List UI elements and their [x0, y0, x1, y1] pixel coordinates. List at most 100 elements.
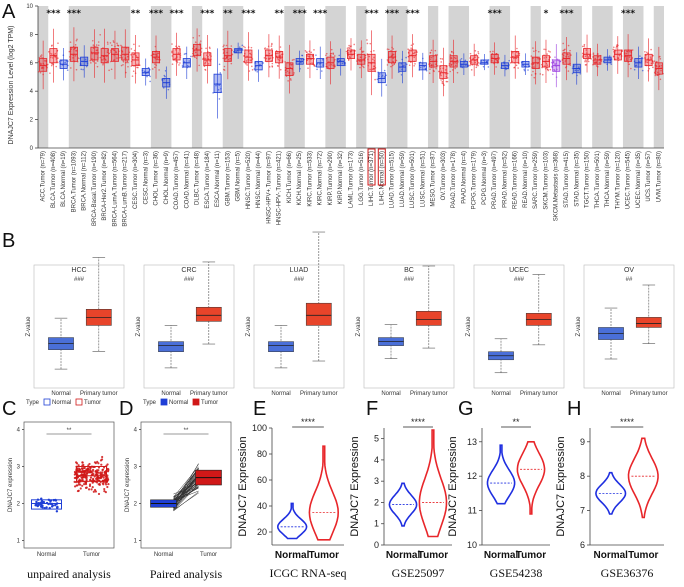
panel-caption: unpaired analysis — [27, 567, 111, 581]
panel-a-point — [583, 45, 586, 47]
panel-a-point — [359, 66, 361, 69]
panel-a-point — [265, 57, 268, 60]
panel-a-point — [633, 68, 636, 71]
panel-a-point — [126, 60, 129, 62]
panel-a-point — [277, 52, 279, 55]
panel-a-xtick-label: PCPG.Normal (n=3) — [482, 151, 488, 205]
panel-a-point — [413, 52, 415, 55]
panel-a-box — [121, 46, 130, 61]
panel-a-point — [232, 50, 235, 53]
panel-b-ylabel: Z-value — [26, 316, 32, 337]
panel-a-point — [90, 62, 92, 64]
panel-a-point — [338, 54, 341, 57]
panel-a-point — [613, 46, 615, 49]
panel-a-point — [268, 66, 271, 68]
panel-a-point — [215, 84, 217, 87]
panel-a-xtick-label: BRCA-LumA.Tumor (n=564) — [112, 151, 118, 227]
panel-a-xtick-label: PCPG.Tumor (n=179) — [472, 151, 478, 209]
panel-ytick-label: 4 — [134, 427, 138, 433]
panel-a-point — [183, 53, 186, 55]
panel-a-point — [477, 61, 480, 64]
panel-a-point — [57, 42, 59, 44]
panel-a-point — [105, 59, 107, 61]
panel-c-tumor-point — [83, 471, 86, 474]
panel-a-ytick-label: 0 — [30, 146, 34, 152]
violin-ytick-label: 4 — [374, 455, 379, 465]
panel-a-point — [204, 61, 207, 64]
panel-a-sig: *** — [67, 9, 81, 19]
panel-a-point — [176, 46, 179, 49]
panel-a-point — [41, 67, 44, 69]
panel-a-box — [244, 49, 253, 64]
panel-c-tumor-point — [78, 468, 82, 471]
panel-c-tumor-point — [97, 483, 100, 486]
panel-a-point — [388, 48, 390, 51]
panel-a-point — [341, 62, 344, 65]
panel-frame — [23, 421, 115, 549]
panel-a-point — [77, 57, 80, 59]
panel-a-point — [310, 51, 313, 54]
panel-c-normal-point — [40, 503, 43, 507]
panel-a-point — [474, 49, 477, 52]
panel-a-point — [628, 56, 631, 58]
panel-a-point — [154, 63, 156, 65]
panel-a-point — [454, 61, 457, 64]
panel-a-xtick-label: BLCA.Normal (n=19) — [61, 151, 67, 207]
violin-ytick-label: 40 — [257, 501, 267, 511]
panel-b-frame-ucec — [473, 264, 565, 389]
panel-a-point — [464, 59, 467, 62]
panel-a-xtick-label: READ.Normal (n=10) — [523, 151, 529, 208]
panel-a-point — [190, 55, 192, 58]
panel-a-point — [264, 47, 267, 49]
panel-b-title: LUAD — [290, 267, 309, 274]
panel-a-shade-luad — [386, 6, 408, 148]
panel-a-point — [143, 70, 146, 73]
panel-c-tumor-point — [99, 471, 102, 474]
panel-a-point — [577, 69, 579, 72]
panel-a-sig: *** — [241, 9, 255, 19]
panel-a-point — [515, 57, 518, 60]
panel-a-point — [437, 70, 440, 73]
panel-a-point — [332, 64, 334, 66]
panel-b-xtick: Normal — [271, 391, 290, 397]
panel-a-point — [477, 51, 479, 53]
panel-a-ytick-label: 10 — [26, 4, 33, 10]
legend-normal-label: Normal — [169, 400, 188, 406]
panel-a-point — [543, 48, 545, 51]
panel-c-tumor-point — [89, 479, 92, 482]
panel-a-point — [171, 51, 173, 54]
panel-a-point — [48, 50, 50, 53]
violin-ytick-label: 12 — [467, 471, 477, 481]
panel-a-point — [646, 61, 649, 64]
violin-xtick: Normal — [275, 550, 310, 561]
panel-a-point — [195, 47, 198, 50]
panel-a-point — [522, 64, 524, 67]
panel-a-box — [583, 48, 592, 59]
panel-a-point — [450, 57, 453, 59]
panel-a-point — [176, 61, 179, 64]
panel-a-point — [460, 65, 463, 67]
panel-a-point — [286, 70, 289, 73]
violin-ytick-label: 8 — [580, 471, 585, 481]
panel-a-point — [320, 70, 323, 72]
panel-a-point — [97, 41, 100, 43]
panel-a-point — [38, 56, 41, 59]
panel-a-xtick-label: READ.Tumor (n=166) — [513, 151, 519, 209]
panel-a-point — [513, 66, 515, 69]
panel-a-point — [171, 63, 174, 65]
panel-c-tumor-point — [106, 467, 109, 470]
panel-a-point — [533, 66, 535, 68]
panel-a-point — [120, 64, 123, 67]
panel-a-point — [405, 56, 407, 59]
panel-a-point — [513, 57, 515, 60]
panel-c-tumor-point — [94, 469, 97, 473]
panel-a-point — [515, 64, 518, 67]
violin-ytick-label: 5 — [374, 434, 379, 444]
panel-a-point — [108, 69, 110, 72]
panel-a-point — [54, 55, 56, 58]
panel-a-point — [330, 48, 333, 51]
panel-a-point — [57, 57, 59, 59]
panel-a-xtick-label: ESCA.Tumor (n=184) — [205, 151, 211, 209]
panel-c-tumor-point — [88, 484, 92, 488]
panel-a-point — [543, 57, 546, 59]
